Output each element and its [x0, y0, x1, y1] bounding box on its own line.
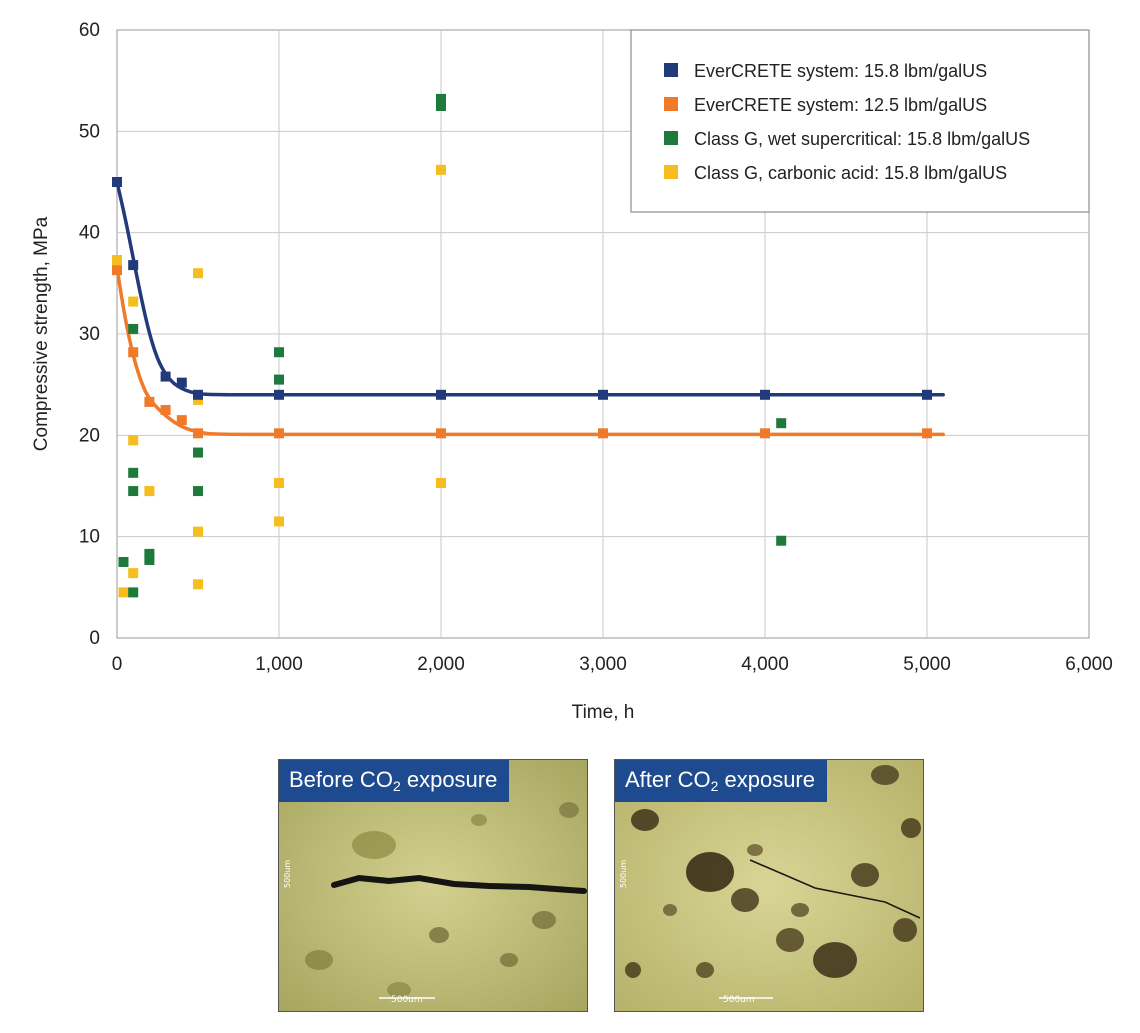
data-point [274, 428, 284, 439]
data-point [176, 377, 187, 388]
data-point [274, 516, 284, 527]
legend-swatch [664, 131, 678, 145]
data-point [193, 394, 203, 405]
data-point [160, 371, 171, 382]
legend-swatch [664, 165, 678, 179]
before-label-text: Before CO [289, 767, 393, 792]
data-point [776, 535, 787, 546]
after-side-label: 500um [619, 859, 628, 888]
y-tick-label: 40 [79, 223, 100, 244]
legend-label: Class G, carbonic acid: 15.8 lbm/galUS [694, 163, 1007, 183]
data-point [128, 323, 139, 334]
legend-box [630, 29, 1090, 213]
data-point [128, 435, 139, 446]
data-point [118, 557, 129, 567]
data-point [144, 486, 155, 497]
data-point [436, 101, 446, 111]
after-label-subscript: 2 [710, 778, 719, 794]
data-point [128, 568, 139, 579]
legend: EverCRETE system: 15.8 lbm/galUS EverCRET… [630, 29, 1090, 213]
data-point [274, 347, 284, 358]
after-exposure-label: After CO2 exposure [615, 760, 827, 802]
data-point [436, 389, 446, 400]
x-tick-labels: 0 1,000 2,000 3,000 4,000 5,000 6,000 [112, 654, 1113, 675]
data-point [118, 587, 129, 598]
before-label-suffix: exposure [400, 767, 498, 792]
legend-swatch [664, 97, 678, 111]
y-tick-label: 50 [79, 121, 100, 142]
data-point [436, 428, 446, 439]
data-point [176, 415, 187, 426]
data-point [193, 268, 203, 279]
data-point [598, 428, 608, 439]
legend-label: EverCRETE system: 15.8 lbm/galUS [694, 61, 987, 81]
data-point [128, 347, 139, 358]
data-point [128, 587, 139, 598]
fit-line [115, 180, 945, 397]
after-label-suffix: exposure [718, 767, 815, 792]
legend-swatch [664, 63, 678, 77]
data-point [760, 428, 770, 439]
micrograph-after: After CO2 exposure 500um 500um [614, 759, 924, 1012]
before-exposure-label: Before CO2 exposure [279, 760, 510, 802]
data-point [274, 477, 284, 488]
data-point [598, 389, 608, 400]
x-tick-label: 0 [112, 654, 123, 675]
data-points [112, 93, 932, 598]
x-tick-label: 3,000 [579, 654, 627, 675]
data-point [160, 405, 171, 415]
data-point [193, 486, 203, 497]
data-point [922, 389, 932, 400]
y-axis-title: Compressive strength, MPa [31, 216, 52, 451]
data-point [112, 255, 122, 266]
legend-label: EverCRETE system: 12.5 lbm/galUS [694, 95, 987, 115]
data-point [193, 447, 203, 458]
y-tick-labels: 0 10 20 30 40 50 60 [79, 20, 100, 649]
data-point [112, 177, 122, 187]
data-point [128, 260, 139, 271]
after-label-text: After CO [625, 767, 711, 792]
legend-label: Class G, wet supercritical: 15.8 lbm/gal… [694, 129, 1030, 149]
before-label-subscript: 2 [392, 778, 401, 794]
before-side-label: 500um [283, 859, 292, 888]
data-point [144, 548, 155, 559]
y-tick-label: 60 [79, 20, 100, 41]
x-tick-label: 5,000 [903, 654, 951, 675]
data-point [128, 467, 139, 478]
y-tick-label: 0 [89, 628, 100, 649]
x-tick-label: 2,000 [417, 654, 465, 675]
data-point [128, 296, 139, 307]
data-point [436, 477, 446, 488]
data-point [128, 486, 139, 497]
strength-chart: 0 10 20 30 40 50 60 0 1,000 2,000 3,000 4,000 5,000… [31, 20, 1113, 723]
before-scale-label: 500um [391, 995, 423, 1005]
data-point [922, 428, 932, 439]
data-point [193, 526, 203, 537]
y-tick-label: 20 [79, 425, 100, 446]
data-point [274, 374, 284, 385]
micrograph-before: Before CO2 exposure 500um 500um [278, 759, 588, 1012]
x-axis-title: Time, h [572, 702, 635, 723]
data-point [274, 389, 284, 400]
x-tick-label: 1,000 [255, 654, 303, 675]
data-point [144, 396, 155, 407]
data-point [112, 265, 122, 276]
y-tick-label: 10 [79, 527, 100, 548]
y-tick-label: 30 [79, 324, 100, 345]
data-point [436, 93, 446, 104]
after-scale-label: 500um [723, 995, 755, 1005]
data-point [144, 554, 155, 565]
data-point [776, 418, 787, 429]
x-tick-label: 4,000 [741, 654, 789, 675]
data-point [760, 389, 770, 400]
x-tick-label: 6,000 [1065, 654, 1113, 675]
data-point [193, 428, 203, 439]
data-point [193, 579, 203, 590]
data-point [436, 164, 446, 175]
data-point [193, 389, 203, 400]
